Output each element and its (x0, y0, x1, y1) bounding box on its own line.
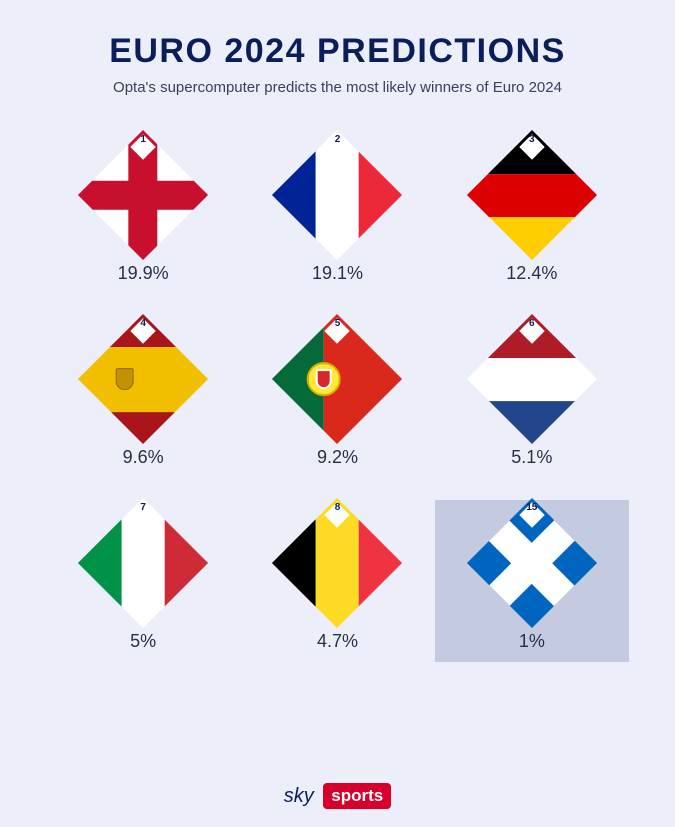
win-probability: 5% (130, 631, 156, 652)
win-probability: 19.9% (118, 263, 169, 284)
rank-number: 7 (140, 502, 146, 513)
win-probability: 1% (519, 631, 545, 652)
win-probability: 9.6% (123, 447, 164, 468)
prediction-cell: 8 4.7% (240, 500, 434, 662)
rank-number: 1 (140, 134, 146, 145)
prediction-cell: 3 12.4% (435, 132, 629, 294)
brand-box: sports (323, 783, 391, 809)
rank-number: 6 (529, 318, 535, 329)
win-probability: 5.1% (511, 447, 552, 468)
predictions-grid: 1 19.9% 2 19.1% 3 12.4% 4 9.6% 5 9.2% 6 5.1% 7 5% 8 4.7… (0, 96, 675, 662)
rank-number: 5 (335, 318, 341, 329)
header: EURO 2024 PREDICTIONS Opta's supercomput… (0, 0, 675, 96)
prediction-cell: 6 5.1% (435, 316, 629, 478)
win-probability: 4.7% (317, 631, 358, 652)
prediction-cell: 15 1% (435, 500, 629, 662)
win-probability: 12.4% (506, 263, 557, 284)
page-title: EURO 2024 PREDICTIONS (0, 32, 675, 71)
prediction-cell: 7 5% (46, 500, 240, 662)
rank-number: 2 (335, 134, 341, 145)
rank-number: 15 (526, 502, 537, 513)
brand-footer: sky sports (0, 783, 675, 809)
page-subtitle: Opta's supercomputer predicts the most l… (0, 79, 675, 96)
win-probability: 9.2% (317, 447, 358, 468)
brand-prefix: sky (284, 785, 314, 807)
rank-number: 3 (529, 134, 535, 145)
win-probability: 19.1% (312, 263, 363, 284)
prediction-cell: 2 19.1% (240, 132, 434, 294)
prediction-cell: 5 9.2% (240, 316, 434, 478)
prediction-cell: 4 9.6% (46, 316, 240, 478)
rank-number: 8 (335, 502, 341, 513)
prediction-cell: 1 19.9% (46, 132, 240, 294)
rank-number: 4 (140, 318, 146, 329)
